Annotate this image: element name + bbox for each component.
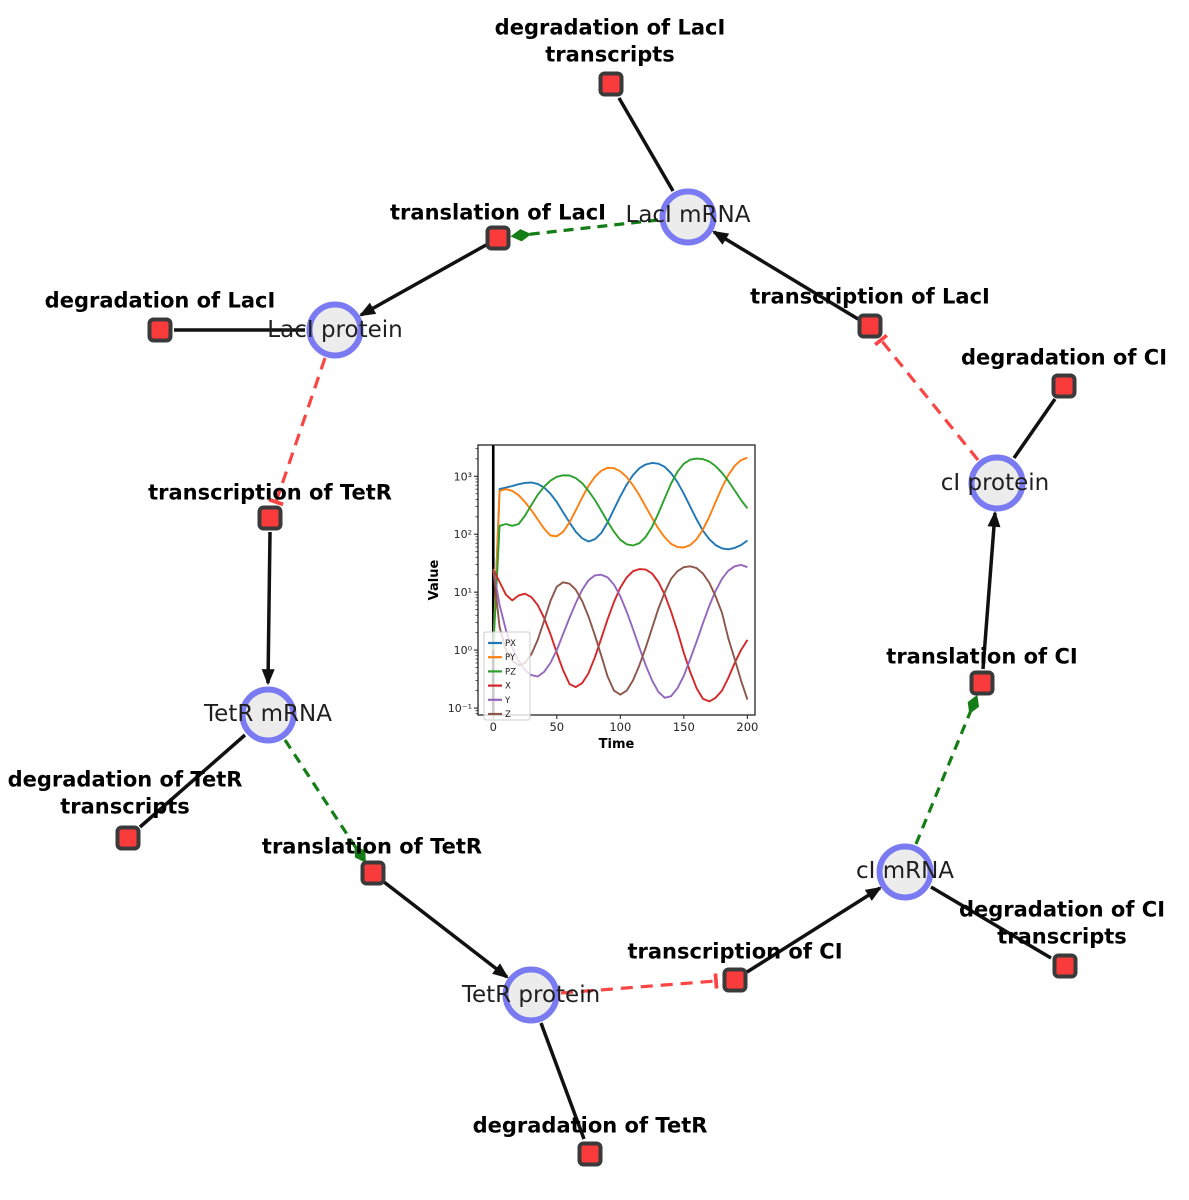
edge-transcription-laci-to-laci-mrna — [711, 230, 859, 321]
reaction-node-deg-tetr[interactable] — [577, 1141, 603, 1167]
edge-tetr-mrna-to-deg-tetr-transcripts — [138, 733, 247, 829]
species-label-laci-mrna: LacI mRNA — [625, 202, 751, 228]
reaction-node-translation-ci[interactable] — [969, 670, 995, 696]
svg-text:10⁰: 10⁰ — [454, 644, 473, 657]
svg-text:PZ: PZ — [505, 667, 516, 677]
edge-translation-ci-to-ci-protein — [981, 510, 1001, 670]
svg-text:Time: Time — [599, 737, 635, 752]
edge-translation-tetr-to-tetr-protein — [382, 880, 509, 979]
reaction-node-transcription-ci[interactable] — [722, 967, 748, 993]
species-label-tetr-protein: TetR protein — [461, 982, 601, 1008]
reaction-node-deg-laci-transcripts[interactable] — [598, 71, 624, 97]
reaction-node-deg-ci[interactable] — [1051, 373, 1077, 399]
species-node-tetr-mrna[interactable] — [239, 686, 297, 744]
edge-ci-mrna-modulates-translation-ci — [914, 694, 980, 845]
edge-tetr-protein-inhibits-transcription-ci — [560, 973, 719, 995]
reaction-node-transcription-laci[interactable] — [857, 313, 883, 339]
edge-tetr-mrna-modulates-translation-tetr — [283, 739, 366, 863]
edge-laci-protein-inhibits-transcription-tetr — [268, 357, 327, 507]
svg-text:10³: 10³ — [454, 470, 472, 483]
reaction-node-translation-tetr[interactable] — [360, 860, 386, 886]
reaction-node-deg-laci[interactable] — [147, 317, 173, 343]
species-node-laci-protein[interactable] — [306, 301, 364, 359]
reaction-label-deg-laci-transcripts: degradation of LacI transcripts — [494, 15, 726, 67]
reaction-label-transcription-laci: transcription of LacI — [750, 284, 990, 309]
svg-text:PY: PY — [505, 653, 516, 663]
svg-text:50: 50 — [549, 720, 564, 734]
svg-text:PX: PX — [505, 639, 516, 649]
reaction-label-translation-ci: translation of CI — [886, 644, 1078, 669]
reaction-node-deg-ci-transcripts[interactable] — [1052, 953, 1078, 979]
reaction-node-translation-laci[interactable] — [485, 225, 511, 251]
svg-text:0: 0 — [490, 720, 497, 734]
edge-ci-mrna-to-deg-ci-transcripts — [930, 885, 1052, 960]
edge-laci-mrna-modulates-translation-laci — [510, 218, 659, 242]
reaction-label-translation-tetr: translation of TetR — [261, 834, 483, 859]
edge-laci-mrna-to-deg-laci-transcripts — [617, 97, 675, 192]
species-node-ci-protein[interactable] — [968, 454, 1026, 512]
reaction-label-deg-ci-transcripts: degradation of CI transcripts — [958, 897, 1166, 949]
reaction-label-deg-tetr: degradation of TetR — [472, 1113, 708, 1138]
svg-text:Y: Y — [504, 696, 511, 706]
reaction-label-deg-laci: degradation of LacI — [44, 288, 276, 313]
edge-tetr-protein-to-deg-tetr — [539, 1022, 586, 1140]
reaction-label-transcription-ci: transcription of CI — [627, 939, 843, 964]
reaction-label-deg-ci: degradation of CI — [960, 345, 1168, 370]
reaction-label-transcription-tetr: transcription of TetR — [148, 480, 392, 505]
edge-transcription-ci-to-ci-mrna — [746, 886, 883, 974]
edge-translation-laci-to-laci-protein — [358, 243, 487, 317]
reaction-label-deg-tetr-transcripts: degradation of TetR transcripts — [7, 767, 243, 819]
svg-text:Value: Value — [427, 559, 442, 600]
svg-text:150: 150 — [673, 720, 695, 734]
simulation-inset-plot: 0 50 100 150 200 10⁻¹ 10⁰ 10¹ 10² 10³ PX PY PZ X Y Z Tim… — [425, 430, 775, 770]
svg-text:Z: Z — [505, 710, 511, 720]
reaction-node-transcription-tetr[interactable] — [257, 505, 283, 531]
species-label-ci-mrna: cI mRNA — [855, 858, 955, 884]
svg-text:100: 100 — [609, 720, 631, 734]
species-label-ci-protein: cI protein — [940, 470, 1050, 496]
svg-text:10²: 10² — [454, 528, 472, 541]
reaction-label-translation-laci: translation of LacI — [390, 200, 606, 225]
species-node-tetr-protein[interactable] — [502, 966, 560, 1024]
species-label-tetr-mrna: TetR mRNA — [204, 701, 332, 727]
species-node-laci-mrna[interactable] — [659, 188, 717, 246]
reaction-node-deg-tetr-transcripts[interactable] — [115, 825, 141, 851]
svg-text:10¹: 10¹ — [454, 586, 472, 599]
species-node-ci-mrna[interactable] — [876, 843, 934, 901]
edge-ci-protein-to-deg-ci — [1012, 398, 1057, 459]
edge-transcription-tetr-to-tetr-mrna — [261, 531, 275, 686]
svg-text:200: 200 — [736, 720, 758, 734]
species-label-laci-protein: LacI protein — [267, 317, 403, 343]
inset-chart-svg: 0 50 100 150 200 10⁻¹ 10⁰ 10¹ 10² 10³ PX PY PZ XYZ Tim… — [425, 430, 775, 770]
svg-text:X: X — [505, 682, 511, 692]
edge-ci-protein-inhibits-transcription-laci — [873, 333, 980, 462]
svg-text:10⁻¹: 10⁻¹ — [448, 702, 472, 715]
